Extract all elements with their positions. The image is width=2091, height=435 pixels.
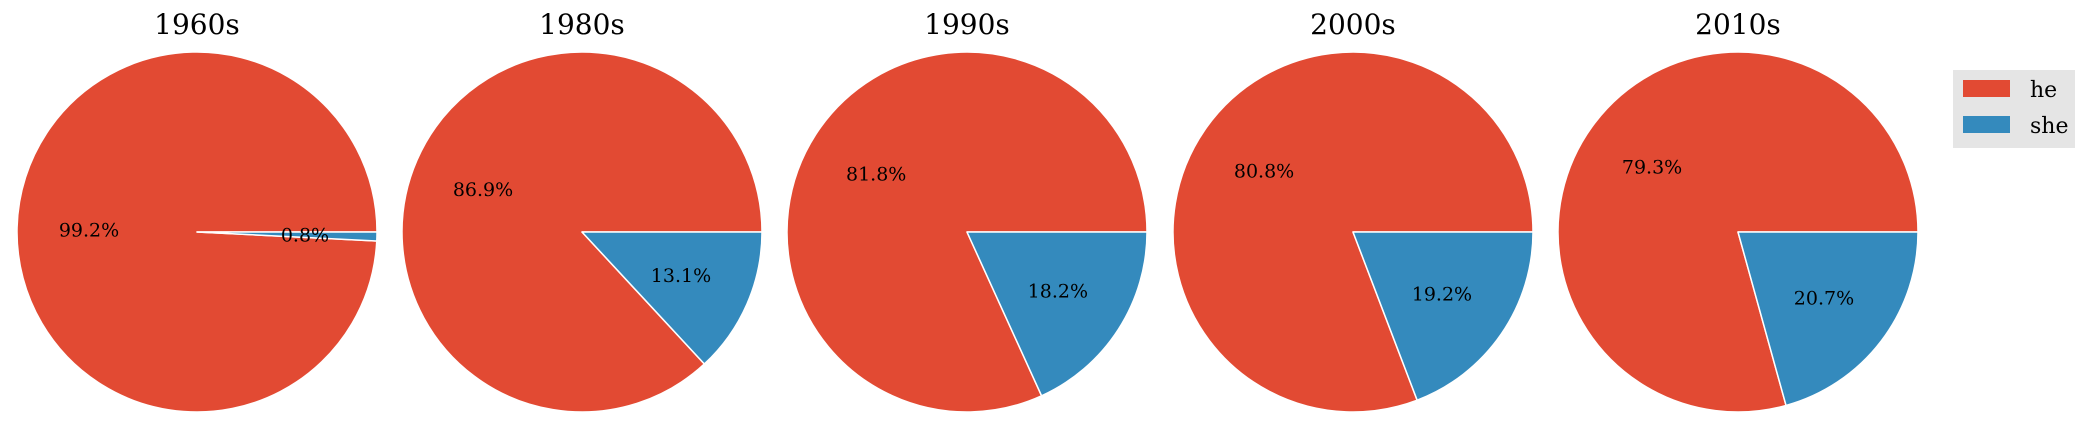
pie-title-1980s: 1980s	[539, 8, 625, 41]
pie-title-2010s: 2010s	[1695, 8, 1781, 41]
pie-title-1990s: 1990s	[924, 8, 1010, 41]
legend-swatch-he	[1963, 80, 2010, 97]
pct-label-she-2010s: 20.7%	[1794, 287, 1854, 309]
pie-2010s: 79.3% 20.7% 2010s	[1557, 8, 1919, 413]
legend-label-he: he	[2030, 78, 2057, 103]
pie-1960s: 99.2% 0.8% 1960s	[16, 8, 378, 413]
legend-swatch-she	[1963, 116, 2010, 133]
pie-1990s: 81.8% 18.2% 1990s	[786, 8, 1148, 413]
slice-she-2010s	[1737, 231, 1919, 407]
pie-1980s: 86.9% 13.1% 1980s	[401, 8, 763, 413]
pct-label-she-2000s: 19.2%	[1412, 283, 1472, 305]
pie-2000s: 80.8% 19.2% 2000s	[1172, 8, 1534, 413]
pie-charts: 99.2% 0.8% 1960s 86.9% 13.1% 1980s 81.8% 18.2% 1…	[16, 8, 1919, 413]
pie-title-1960s: 1960s	[154, 8, 240, 41]
pct-label-she-1990s: 18.2%	[1028, 280, 1088, 302]
slice-she-1980s	[581, 231, 763, 365]
pct-label-he-2000s: 80.8%	[1234, 161, 1294, 183]
legend-label-she: she	[2030, 114, 2068, 139]
slice-she-1960s	[196, 231, 378, 242]
pie-title-2000s: 2000s	[1310, 8, 1396, 41]
slice-she-1990s	[966, 231, 1148, 397]
slice-he-2000s	[1172, 51, 1534, 413]
slice-she-2000s	[1352, 231, 1534, 401]
slice-he-1980s	[401, 51, 763, 413]
slice-he-1990s	[786, 51, 1148, 413]
pct-label-he-1960s: 99.2%	[59, 219, 119, 241]
pct-label-he-2010s: 79.3%	[1622, 157, 1682, 179]
legend: he she	[1953, 70, 2075, 148]
pct-label-he-1990s: 81.8%	[846, 164, 906, 186]
pct-label-she-1980s: 13.1%	[651, 265, 711, 287]
pct-label-he-1980s: 86.9%	[453, 179, 513, 201]
pct-label-she-1960s: 0.8%	[281, 225, 329, 247]
